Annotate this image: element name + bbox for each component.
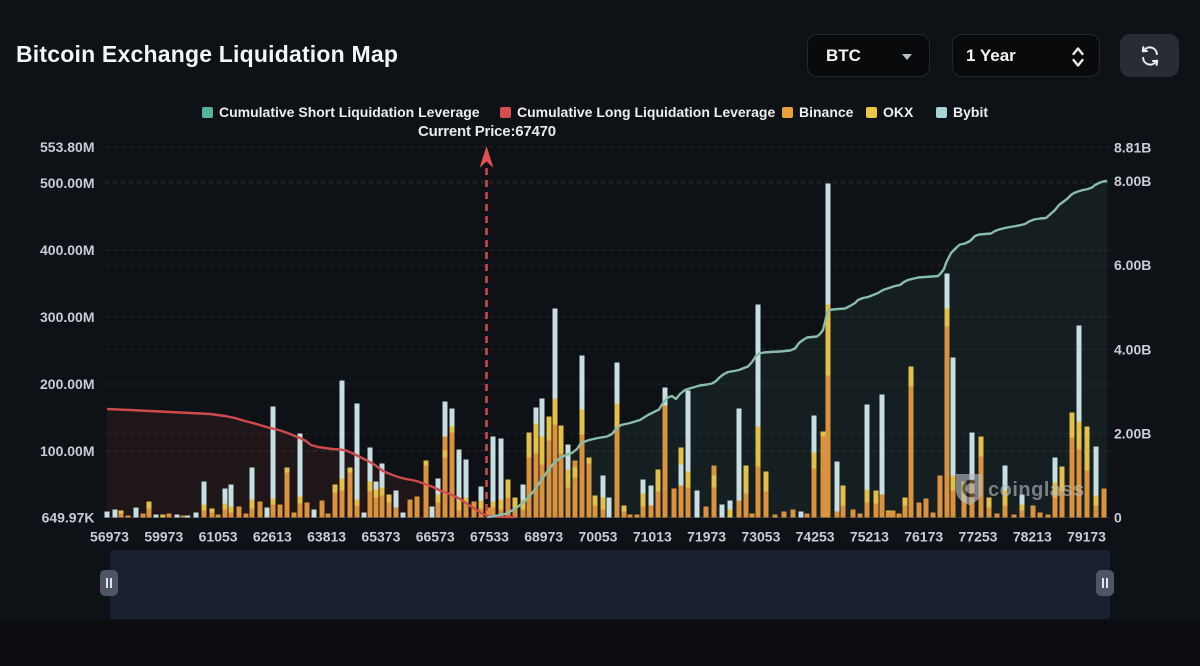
svg-text:74253: 74253: [796, 529, 835, 545]
svg-text:400.00M: 400.00M: [40, 242, 94, 258]
svg-text:67533: 67533: [470, 529, 509, 545]
svg-text:61053: 61053: [199, 529, 238, 545]
svg-text:500.00M: 500.00M: [40, 175, 94, 191]
svg-text:100.00M: 100.00M: [40, 443, 94, 459]
svg-text:6.00B: 6.00B: [1114, 257, 1151, 273]
svg-text:71013: 71013: [633, 529, 672, 545]
svg-text:8.00B: 8.00B: [1114, 173, 1151, 189]
svg-text:70053: 70053: [579, 529, 618, 545]
svg-text:62613: 62613: [253, 529, 292, 545]
svg-text:8.81B: 8.81B: [1114, 140, 1151, 156]
svg-text:300.00M: 300.00M: [40, 309, 94, 325]
svg-text:4.00B: 4.00B: [1114, 341, 1151, 357]
svg-text:coinglass: coinglass: [988, 479, 1085, 501]
svg-text:73053: 73053: [741, 529, 780, 545]
svg-text:78213: 78213: [1013, 529, 1052, 545]
svg-text:0: 0: [1114, 510, 1122, 526]
svg-text:63813: 63813: [307, 529, 346, 545]
svg-text:68973: 68973: [524, 529, 563, 545]
svg-text:65373: 65373: [361, 529, 400, 545]
svg-text:2.00B: 2.00B: [1114, 425, 1151, 441]
svg-text:200.00M: 200.00M: [40, 376, 94, 392]
svg-text:79173: 79173: [1067, 529, 1106, 545]
svg-text:75213: 75213: [850, 529, 889, 545]
svg-text:77253: 77253: [959, 529, 998, 545]
svg-text:66573: 66573: [416, 529, 455, 545]
svg-text:71973: 71973: [687, 529, 726, 545]
svg-text:553.80M: 553.80M: [40, 139, 94, 155]
svg-text:649.97K: 649.97K: [42, 510, 95, 526]
svg-text:56973: 56973: [90, 529, 129, 545]
svg-text:59973: 59973: [144, 529, 183, 545]
svg-text:76173: 76173: [904, 529, 943, 545]
